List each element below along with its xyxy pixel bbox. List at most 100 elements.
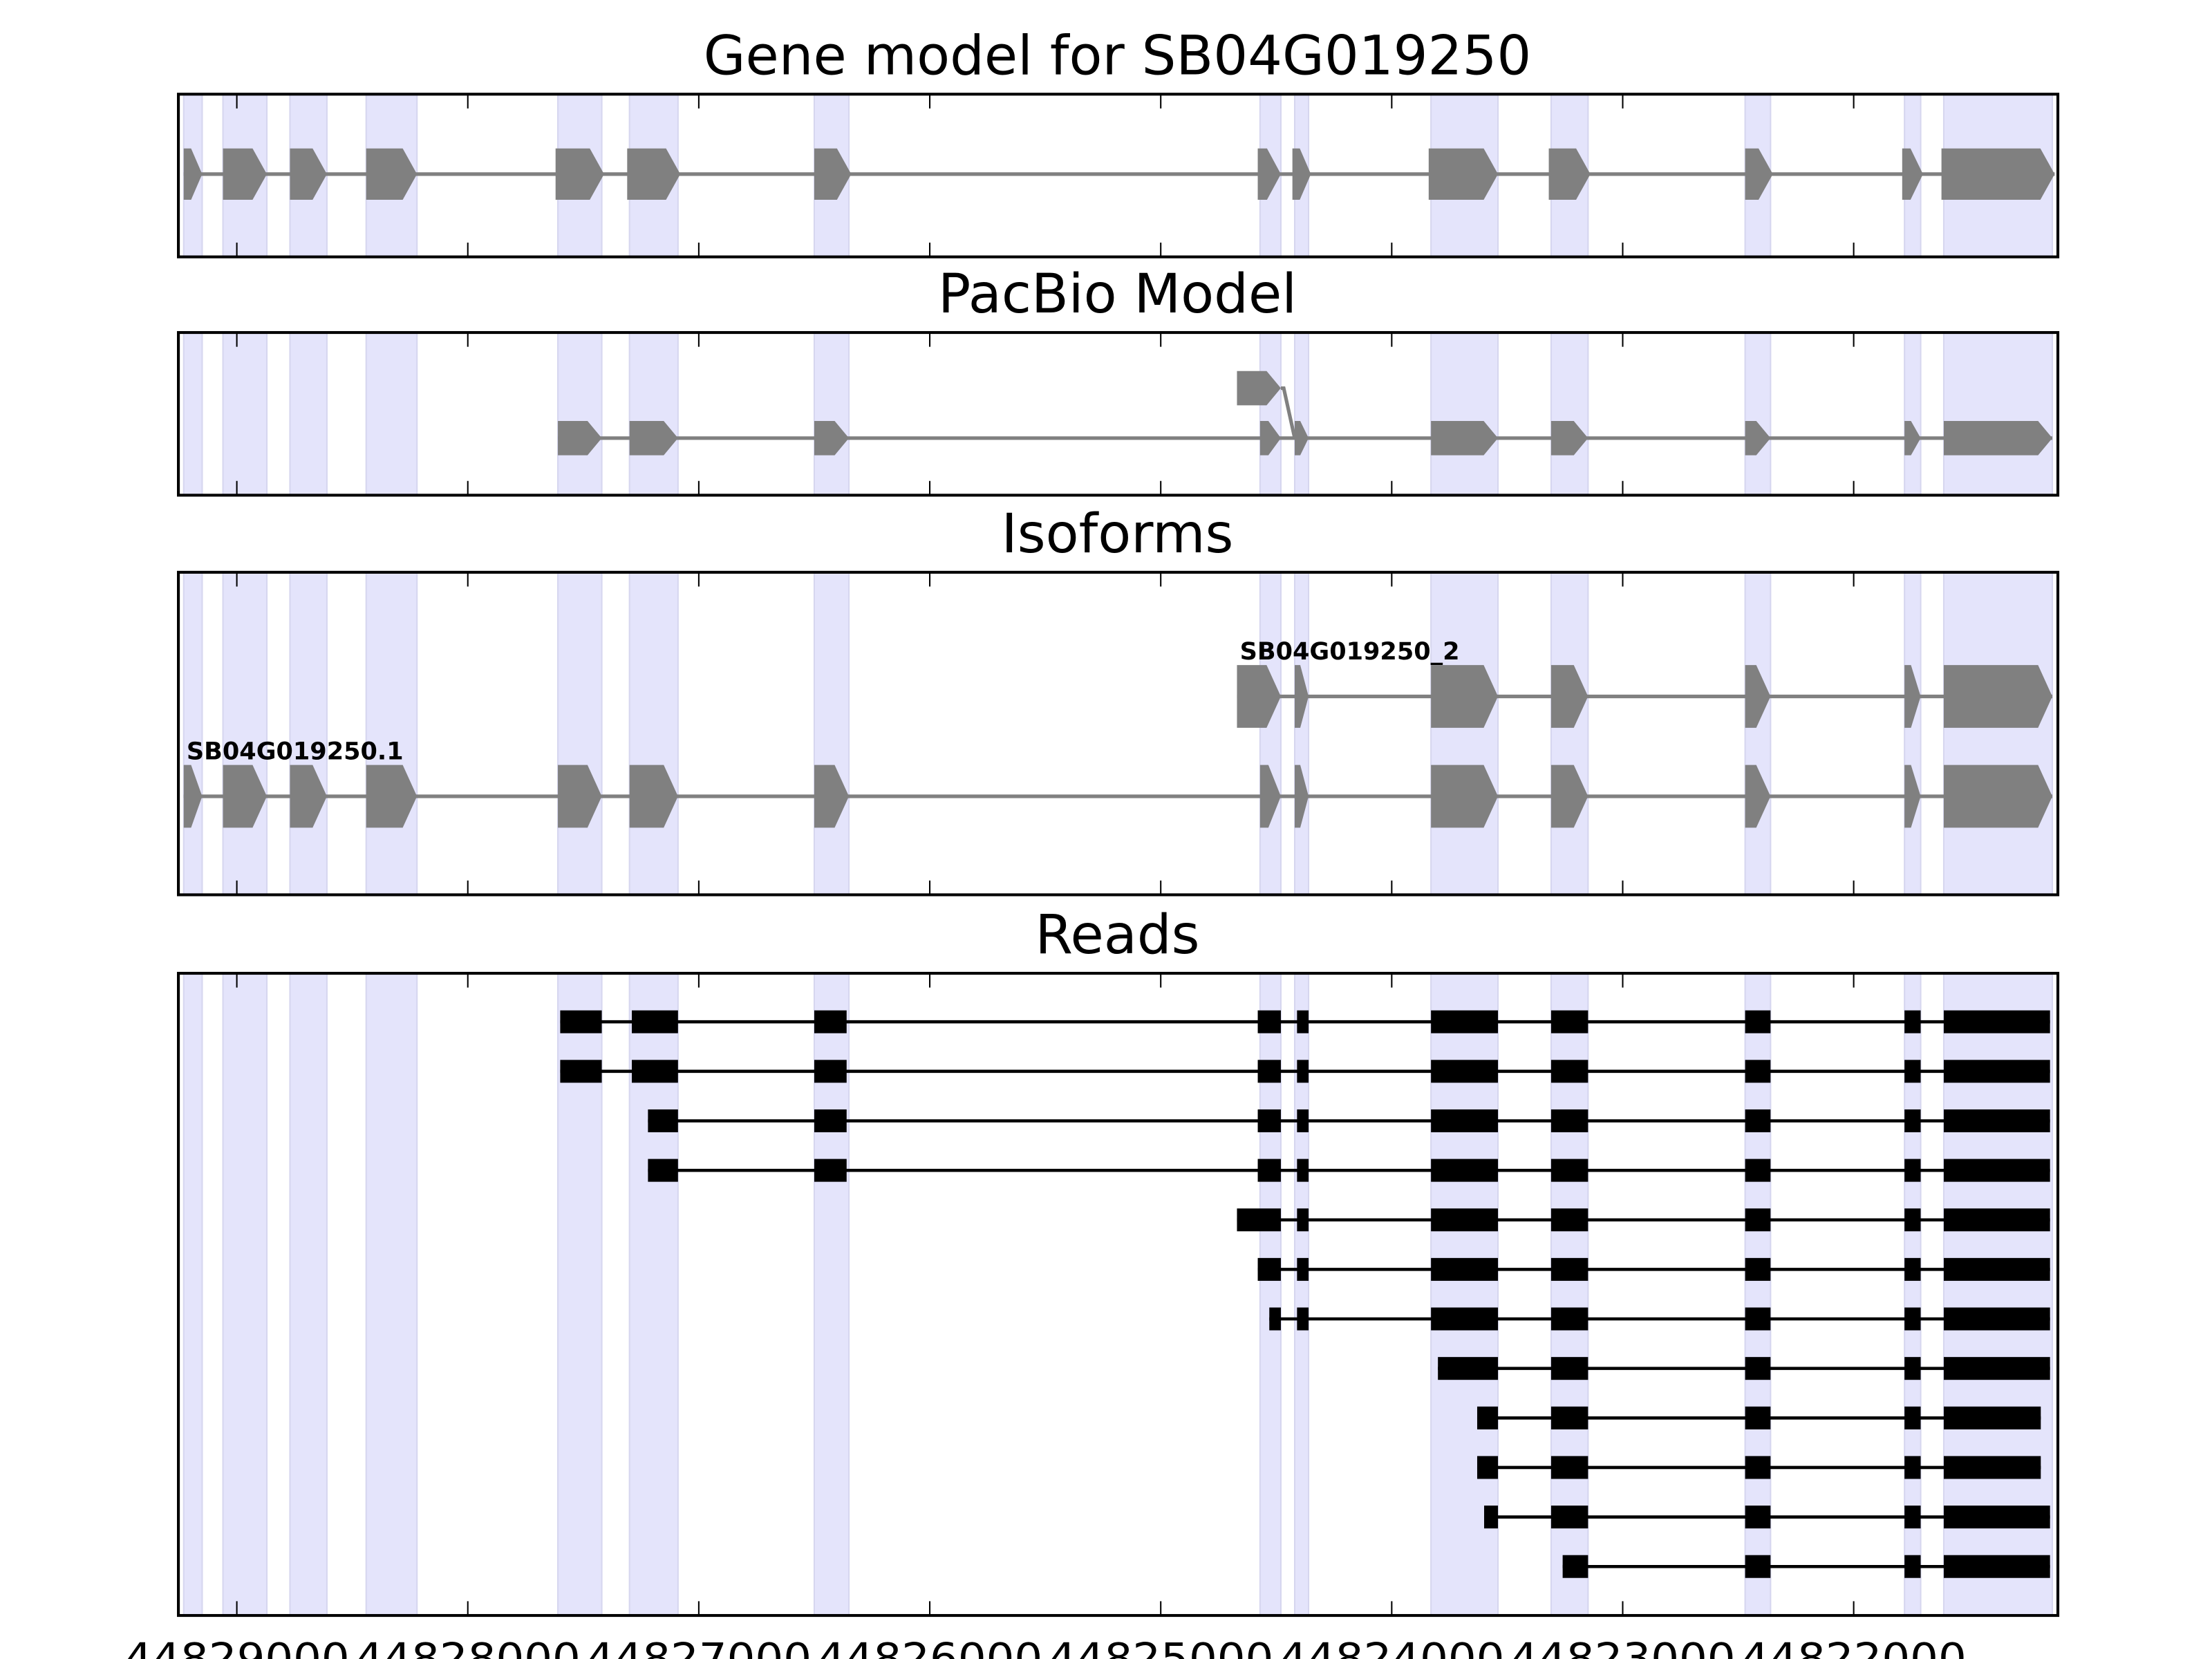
- read-block: [1943, 1208, 2050, 1232]
- exon: [1943, 765, 2053, 828]
- exon: [1550, 665, 1588, 728]
- exon: [1902, 148, 1923, 200]
- exon: [183, 765, 203, 828]
- shaded-exon-region: [182, 571, 203, 896]
- read-block: [1745, 1406, 1771, 1430]
- exon: [629, 765, 678, 828]
- exon: [1548, 148, 1591, 200]
- shaded-exon-region: [1430, 332, 1499, 496]
- exon: [1943, 421, 2053, 456]
- x-tick-label: 44827000: [586, 1635, 812, 1659]
- read-block: [1269, 1307, 1281, 1331]
- read-block: [1904, 1208, 1921, 1232]
- read-block: [1484, 1506, 1499, 1529]
- read-block: [648, 1109, 678, 1132]
- read-block: [1431, 1109, 1499, 1132]
- shaded-exon-region: [222, 571, 268, 896]
- isoform-label: SB04G019250_2: [1240, 637, 1460, 666]
- read-block: [1904, 1555, 1921, 1578]
- read-block: [1745, 1060, 1771, 1083]
- panel-frame: [177, 93, 2060, 259]
- shaded-exon-region: [365, 332, 418, 496]
- read-block: [560, 1010, 602, 1033]
- shaded-exon-region: [1430, 571, 1499, 896]
- exon: [814, 148, 852, 200]
- exon: [627, 148, 681, 200]
- exon: [1941, 148, 2055, 200]
- read-block: [631, 1060, 678, 1083]
- shaded-exon-region: [1744, 571, 1772, 896]
- read-block: [1477, 1456, 1499, 1479]
- exon: [1237, 665, 1281, 728]
- exon: [366, 765, 418, 828]
- read-block: [1550, 1159, 1588, 1182]
- read-block: [1943, 1506, 2050, 1529]
- read-block: [1297, 1257, 1309, 1281]
- panel-frame: [177, 971, 2060, 1618]
- read-block: [1745, 1307, 1771, 1331]
- shaded-exon-region: [1550, 332, 1589, 496]
- read-block: [1297, 1109, 1309, 1132]
- read-block: [1257, 1159, 1281, 1182]
- exon: [1745, 665, 1771, 728]
- shaded-exon-region: [813, 571, 850, 896]
- read-block: [1550, 1357, 1588, 1380]
- panel-frame: [177, 330, 2060, 497]
- exon: [1745, 421, 1771, 456]
- exon: [1904, 665, 1921, 728]
- read-block: [1438, 1357, 1499, 1380]
- exon: [555, 148, 604, 200]
- exon: [223, 148, 268, 200]
- read-block: [814, 1109, 847, 1132]
- read-block: [1257, 1109, 1281, 1132]
- read-block: [631, 1010, 678, 1033]
- exon: [1292, 148, 1311, 200]
- shaded-exon-region: [628, 571, 679, 896]
- read-block: [1477, 1406, 1499, 1430]
- exon: [1259, 421, 1281, 456]
- read-block: [1550, 1257, 1588, 1281]
- panel-0: Gene model for SB04G019250: [177, 24, 2060, 259]
- read-block: [1297, 1307, 1309, 1331]
- shaded-exon-region: [1904, 571, 1922, 896]
- read-block: [1297, 1208, 1309, 1232]
- shaded-exon-region: [289, 972, 328, 1617]
- read-block: [1943, 1159, 2050, 1182]
- read-block: [1943, 1010, 2050, 1033]
- read-block: [1943, 1406, 2041, 1430]
- exon: [1257, 148, 1281, 200]
- shaded-exon-region: [813, 332, 850, 496]
- read-block: [1431, 1208, 1499, 1232]
- exon: [1745, 148, 1773, 200]
- read-block: [1562, 1555, 1588, 1578]
- read-block: [1257, 1257, 1281, 1281]
- shaded-exon-region: [222, 972, 268, 1617]
- exon: [814, 421, 850, 456]
- shaded-exon-region: [1744, 332, 1772, 496]
- read-block: [1943, 1357, 2050, 1380]
- read-block: [1550, 1208, 1588, 1232]
- read-block: [814, 1159, 847, 1182]
- read-block: [1257, 1060, 1281, 1083]
- exon: [1904, 421, 1921, 456]
- panel-title: Reads: [1035, 903, 1200, 966]
- panel-1: PacBio Model: [177, 262, 2060, 497]
- shaded-exon-region: [1259, 332, 1282, 496]
- shaded-exon-region: [1942, 332, 2054, 496]
- shaded-exon-region: [365, 571, 418, 896]
- shaded-exon-region: [1942, 571, 2054, 896]
- exon: [1295, 765, 1309, 828]
- read-block: [1297, 1159, 1309, 1182]
- read-block: [1297, 1060, 1309, 1083]
- shaded-exon-region: [557, 571, 603, 896]
- isoform-label: SB04G019250.1: [187, 737, 404, 765]
- read-block: [1745, 1208, 1771, 1232]
- read-block: [814, 1010, 847, 1033]
- exon: [1431, 765, 1499, 828]
- read-block: [1904, 1506, 1921, 1529]
- read-block: [1550, 1109, 1588, 1132]
- read-block: [1237, 1208, 1281, 1232]
- shaded-exon-region: [289, 571, 328, 896]
- shaded-exon-region: [1904, 332, 1922, 496]
